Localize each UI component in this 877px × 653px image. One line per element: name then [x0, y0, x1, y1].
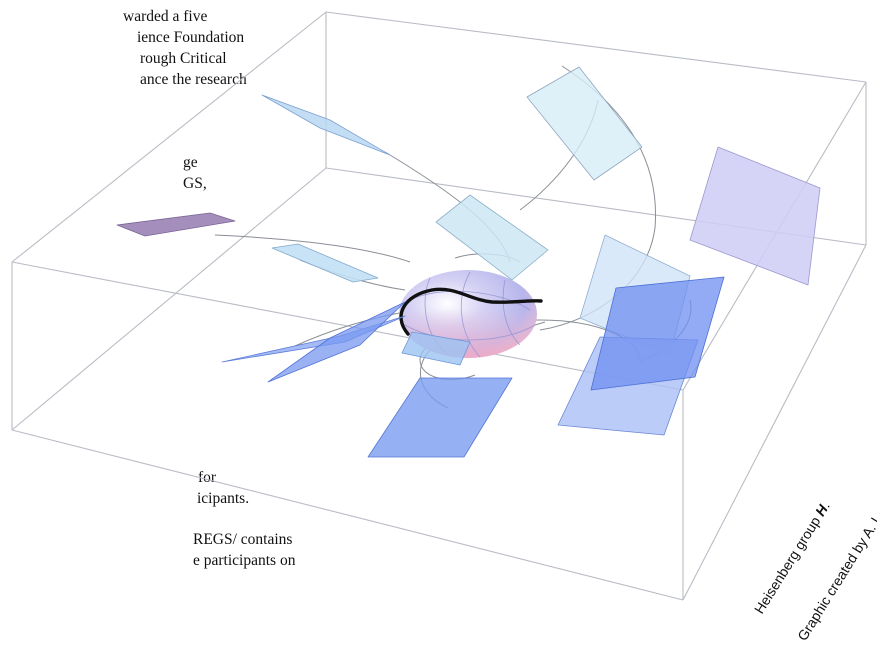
plane: [689, 146, 821, 286]
box-edge: [11, 429, 684, 601]
sphere-meridians: [404, 271, 536, 358]
plane: [367, 377, 513, 458]
background-text-line: ance the research: [140, 71, 247, 88]
box-edge: [325, 11, 867, 83]
planes-front: [221, 276, 725, 458]
background-text-line: rough Critical: [140, 50, 227, 67]
background-text-line: for: [198, 469, 217, 486]
plane: [590, 276, 725, 391]
plane: [401, 331, 471, 366]
background-text-line: warded a five: [123, 8, 208, 25]
curve: [214, 234, 411, 263]
curve: [294, 311, 406, 347]
plane: [526, 66, 643, 181]
plane: [267, 301, 406, 383]
heisenberg-group-figure: [11, 11, 867, 601]
background-text-line: GS,: [183, 175, 207, 192]
background-text-line: e participants on: [193, 552, 296, 569]
background-text-line: icipants.: [197, 490, 250, 507]
black-path: [399, 287, 543, 336]
box-edge: [11, 167, 327, 431]
background-text-line: REGS/ contains: [193, 531, 293, 548]
plane: [261, 94, 391, 156]
background-text-line: ience Foundation: [137, 29, 245, 46]
box-edge: [11, 11, 327, 263]
background-text-line: ge: [183, 154, 198, 171]
plane: [271, 243, 379, 283]
box-edge: [682, 244, 867, 601]
plane: [116, 212, 236, 237]
plane: [221, 315, 406, 363]
bounding-box: [11, 11, 867, 601]
plane: [435, 194, 549, 281]
